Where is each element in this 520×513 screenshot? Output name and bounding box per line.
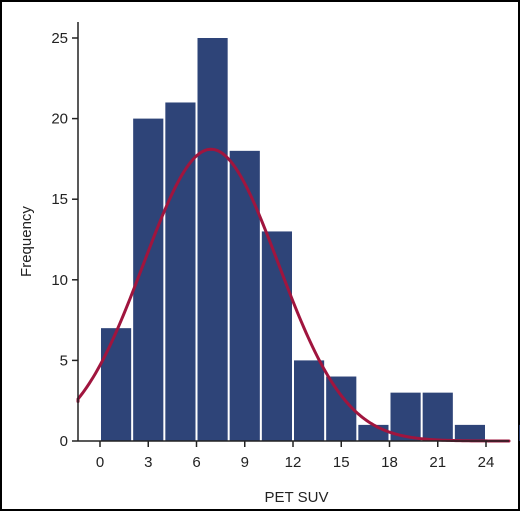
x-tick-label-21: 21 [429,454,446,471]
histogram-bar-11 [454,424,485,441]
x-tick-label-6: 6 [192,454,200,471]
histogram-bar-5 [261,231,292,441]
y-tick-label-15: 15 [51,191,68,208]
x-tick-label-15: 15 [333,454,350,471]
histogram-bar-6 [294,360,325,441]
x-tick-label-9: 9 [241,454,249,471]
y-tick-label-20: 20 [51,111,68,128]
histogram-bar-3 [197,38,228,441]
fitted-normal-curve [76,147,511,443]
histogram-bar-0 [101,328,132,441]
x-tick-label-3: 3 [144,454,152,471]
y-axis-title: Frequency [18,206,35,277]
bars [101,38,520,441]
histogram-bar-4 [229,150,260,441]
x-tick-label-0: 0 [96,454,104,471]
histogram-bar-2 [165,102,196,441]
y-tick-label-25: 25 [51,30,68,47]
x-tick-label-18: 18 [381,454,398,471]
histogram-bar-8 [358,424,389,441]
x-tick-label-24: 24 [478,454,495,471]
y-tick-label-10: 10 [51,272,68,289]
y-tick-label-0: 0 [60,433,68,450]
histogram-bar-10 [422,392,453,441]
y-tick-label-5: 5 [60,352,68,369]
x-tick-label-12: 12 [285,454,302,471]
x-axis-title: PET SUV [265,489,329,506]
